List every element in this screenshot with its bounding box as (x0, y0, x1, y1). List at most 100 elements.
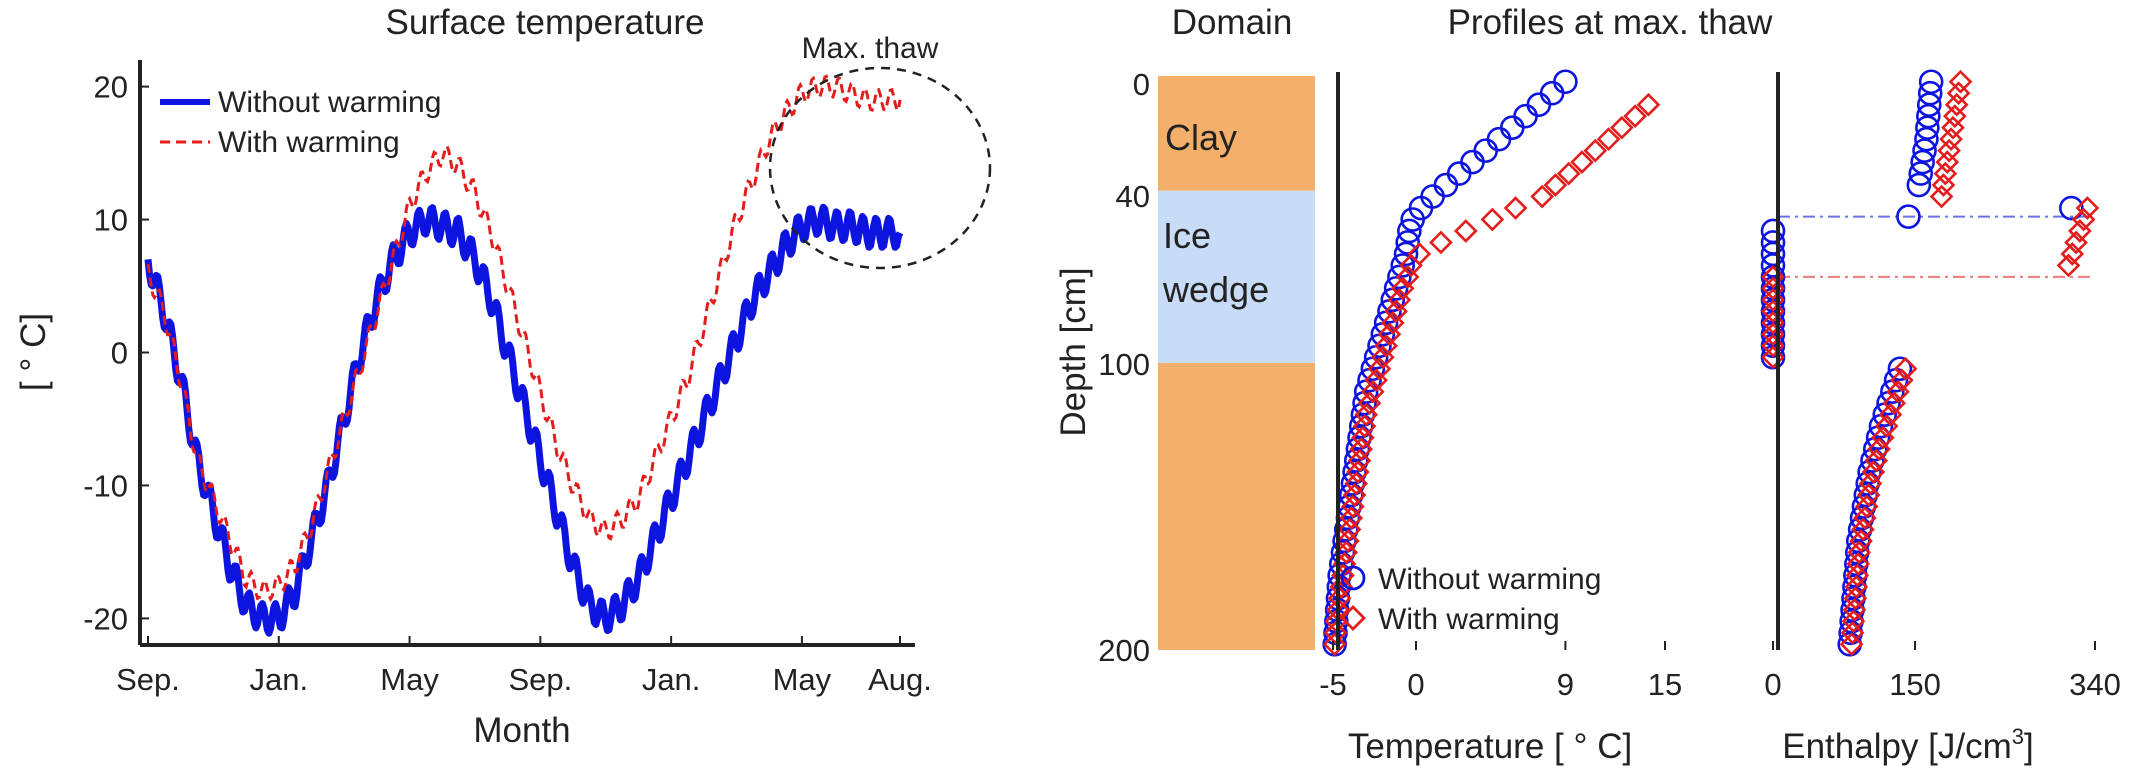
temperature-point-with-warming (1354, 402, 1379, 427)
enthalpy-point-with-warming (1882, 391, 1907, 416)
temperature-point-with-warming (1636, 92, 1661, 117)
enthalpy-point-with-warming (1929, 184, 1954, 209)
profile-legend: Without warming With warming (1340, 563, 1601, 636)
temperature-point-with-warming (1357, 391, 1382, 416)
temperature-point-with-warming (1374, 333, 1398, 358)
enthalpy-point-without-warming (1857, 459, 1882, 485)
enthalpy-point-with-warming (1874, 414, 1899, 438)
enthalpy-point-without-warming (1860, 448, 1885, 473)
temperature-point-without-warming (1486, 126, 1512, 152)
soil-layers (1158, 76, 1315, 650)
temperature-point-without-warming (1343, 448, 1369, 473)
y-tick-label: -10 (83, 468, 128, 503)
enthalpy-point-without-warming (1906, 172, 1932, 198)
enthalpy-point-with-warming (1849, 529, 1873, 553)
x-tick-label: May (380, 662, 439, 697)
enthalpy-point-with-warming (1845, 563, 1870, 588)
temperature-point-with-warming (1395, 265, 1420, 289)
enthalpy-point-without-warming (2059, 195, 2084, 221)
surface-temperature-chart: Surface temperature 20 10 0 -10 -20 Sep. Jan.… (14, 3, 992, 750)
enthalpy-point-with-warming (1889, 368, 1914, 393)
x-ticks: Sep. Jan. May Sep. Jan. May Aug. (116, 636, 932, 697)
enthalpy-point-without-warming (1910, 149, 1935, 175)
temperature-point-with-warming (1377, 322, 1402, 347)
enthalpy-label-main: Enthalpy [J/cm (1782, 727, 2012, 766)
temperature-point-with-warming (1344, 471, 1369, 496)
enthalpy-point-with-warming (1886, 379, 1910, 404)
temperature-point-with-warming (1384, 299, 1408, 324)
y-tick-label: 20 (94, 70, 128, 105)
series-line-without-warming (144, 203, 904, 637)
enthalpy-point-with-warming (1931, 173, 1956, 197)
enthalpy-point-with-warming (1854, 494, 1879, 519)
enthalpy-point-with-warming (2075, 196, 2100, 220)
legend: Without warming With warming (160, 86, 441, 159)
temperature-point-with-warming (1337, 517, 1362, 542)
temperature-point-with-warming (1610, 115, 1634, 140)
y-tick-label: 0 (111, 336, 128, 371)
enthalpy-point-with-warming (2064, 230, 2088, 255)
temperature-point-with-warming (1349, 437, 1374, 461)
x-tick-label: Jan. (642, 662, 701, 697)
temperature-point-with-warming (1453, 219, 1478, 243)
temperature-point-with-warming (1570, 150, 1594, 174)
enthalpy-point-without-warming (1853, 482, 1879, 508)
series-lines (144, 74, 904, 637)
enthalpy-point-with-warming (1861, 460, 1886, 484)
enthalpy-label-sup: 3 (2012, 724, 2024, 749)
temperature-point-with-warming (1556, 161, 1581, 186)
enthalpy-point-with-warming (1871, 425, 1895, 450)
temperature-point-without-warming (1539, 80, 1565, 106)
temperature-point-with-warming (1341, 494, 1365, 519)
temperature-point-with-warming (1336, 529, 1360, 553)
y-tick-label: 10 (94, 203, 128, 238)
temperature-point-with-warming (1480, 207, 1505, 232)
enthalpy-point-with-warming (1856, 483, 1881, 507)
layer-label-ice: Ice (1163, 215, 1211, 256)
profile-legend-with-warming: With warming (1378, 603, 1560, 636)
temperature-point-without-warming (1348, 413, 1374, 439)
enthalpy-point-with-warming (1935, 150, 1960, 174)
max-thaw-annotation: Max. thaw (802, 32, 939, 65)
x-axis-label: Month (473, 711, 570, 750)
y-axis-label: [ ° C] (14, 313, 53, 391)
temperature-point-without-warming (1342, 459, 1367, 485)
y-tick-label: -20 (83, 601, 128, 636)
temperature-point-with-warming (1399, 253, 1423, 278)
temperature-tick-label: 15 (1648, 667, 1682, 702)
temperature-point-without-warming (1383, 276, 1409, 301)
temperature-point-with-warming (1322, 632, 1347, 657)
depth-ticks: 0 40 100 200 (1098, 67, 1150, 668)
temperature-point-with-warming (1351, 425, 1375, 450)
temperature-point-with-warming (1342, 483, 1367, 507)
temperature-point-without-warming (1513, 103, 1538, 129)
temperature-point-with-warming (1623, 104, 1647, 129)
enthalpy-profile-chart: 0 150 340 Enthalpy [J/cm3] (1760, 69, 2121, 766)
soil-layer-2 (1158, 363, 1315, 650)
enthalpy-point-with-warming (1878, 402, 1903, 427)
temperature-point-with-warming (1596, 127, 1621, 151)
enthalpy-point-with-warming (1939, 127, 1963, 151)
temperature-point-without-warming (1340, 471, 1366, 496)
enthalpy-point-with-warming (1853, 506, 1877, 530)
temperature-tick-label: 0 (1407, 667, 1424, 702)
enthalpy-label-end: ] (2024, 727, 2034, 766)
enthalpy-tick-label: 0 (1764, 667, 1781, 702)
depth-axis-label: Depth [cm] (1054, 267, 1093, 436)
temperature-point-with-warming (1530, 184, 1554, 209)
y-ticks: 20 10 0 -10 -20 (83, 70, 149, 636)
enthalpy-point-with-warming (1933, 161, 1958, 186)
temperature-point-without-warming (1330, 540, 1356, 565)
enthalpy-point-with-warming (1937, 138, 1961, 163)
temperature-point-with-warming (1390, 276, 1415, 301)
temperature-point-without-warming (1433, 172, 1459, 198)
legend-label-with-warming: With warming (218, 126, 400, 159)
temperature-point-with-warming (1323, 620, 1348, 645)
temperature-point-without-warming (1332, 528, 1357, 554)
enthalpy-point-with-warming (1864, 448, 1889, 473)
temperature-point-with-warming (1387, 288, 1412, 312)
temperature-point-without-warming (1395, 230, 1420, 255)
enthalpy-point-with-warming (2060, 242, 2085, 266)
enthalpy-point-with-warming (2068, 219, 2092, 243)
layer-label-wedge: wedge (1162, 269, 1269, 310)
